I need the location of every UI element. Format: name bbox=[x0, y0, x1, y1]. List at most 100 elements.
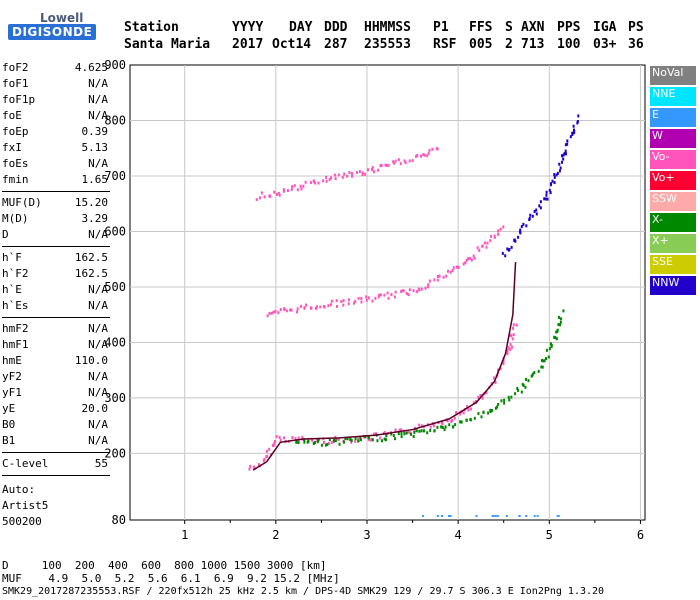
echo-point bbox=[354, 439, 357, 443]
echo-point bbox=[546, 197, 549, 201]
echo-point bbox=[390, 293, 393, 297]
header-label: DAY bbox=[289, 20, 313, 35]
echo-point bbox=[467, 408, 470, 412]
echo-point bbox=[367, 296, 370, 300]
echo-point bbox=[299, 184, 302, 188]
echo-point bbox=[325, 175, 328, 179]
echo-point bbox=[304, 180, 307, 184]
legend-item: X- bbox=[650, 213, 696, 232]
echo-point bbox=[381, 439, 384, 443]
param-row: foE N/A bbox=[2, 108, 108, 124]
echo-point bbox=[257, 463, 260, 467]
param-row: foEs N/A bbox=[2, 156, 108, 172]
noise-point bbox=[440, 515, 443, 517]
legend-item: X+ bbox=[650, 234, 696, 253]
echo-point bbox=[502, 225, 505, 229]
header-label: YYYY bbox=[232, 20, 264, 35]
echo-point bbox=[517, 388, 520, 392]
echo-point bbox=[394, 437, 397, 441]
echo-point bbox=[307, 439, 310, 443]
echo-point bbox=[426, 285, 429, 289]
echo-point bbox=[297, 436, 300, 440]
echo-point bbox=[268, 311, 271, 315]
echo-point bbox=[431, 147, 434, 151]
param-separator bbox=[2, 317, 110, 318]
echo-point bbox=[510, 334, 513, 338]
x-tick-label: 2 bbox=[272, 528, 279, 542]
echo-point bbox=[354, 437, 357, 441]
echo-point bbox=[268, 447, 271, 451]
echo-point bbox=[481, 244, 484, 248]
echo-point bbox=[361, 173, 364, 177]
echo-point bbox=[443, 428, 446, 432]
x-tick-label: 3 bbox=[363, 528, 370, 542]
echo-point bbox=[351, 174, 354, 178]
header-value: Santa Maria bbox=[124, 37, 211, 52]
echo-point bbox=[416, 290, 419, 294]
echo-point bbox=[469, 418, 472, 422]
electron-density-profile bbox=[252, 261, 517, 471]
echo-point bbox=[402, 289, 405, 293]
echo-point bbox=[372, 170, 375, 174]
header-value: 235553 bbox=[364, 37, 411, 52]
echo-point bbox=[560, 160, 563, 164]
echo-point bbox=[400, 428, 403, 432]
echo-point bbox=[509, 347, 512, 351]
param-value: 3.29 bbox=[81, 212, 109, 225]
echo-point bbox=[564, 152, 567, 156]
echo-point bbox=[328, 438, 331, 442]
echo-point bbox=[485, 245, 488, 249]
noise-point bbox=[492, 515, 495, 517]
header-value: RSF bbox=[433, 37, 457, 52]
echo-point bbox=[279, 308, 282, 312]
echo-point bbox=[350, 171, 353, 175]
param-row: foF1p N/A bbox=[2, 92, 108, 108]
echo-point bbox=[508, 248, 511, 252]
noise-point bbox=[556, 515, 559, 517]
echo-point bbox=[323, 305, 326, 309]
param-label: B1 bbox=[2, 434, 16, 447]
echo-point bbox=[291, 185, 294, 189]
echo-point bbox=[263, 195, 266, 199]
echo-point bbox=[460, 420, 463, 424]
echo-point bbox=[510, 345, 513, 349]
noise-point bbox=[449, 515, 452, 517]
echo-point bbox=[357, 437, 360, 441]
param-row: hmF2 N/A bbox=[2, 321, 108, 337]
echo-point bbox=[509, 343, 512, 347]
param-row: hmF1 N/A bbox=[2, 337, 108, 353]
echo-point bbox=[329, 303, 332, 307]
param-row: yF1 N/A bbox=[2, 385, 108, 401]
echo-point bbox=[559, 317, 562, 321]
echo-point bbox=[559, 320, 562, 324]
legend-item: Vo+ bbox=[650, 171, 696, 190]
echo-point bbox=[469, 257, 472, 261]
echo-point bbox=[545, 348, 548, 352]
echo-point bbox=[346, 174, 349, 178]
echo-point bbox=[512, 333, 515, 337]
param-label: foF1 bbox=[2, 77, 29, 90]
header-label: HHMMSS bbox=[364, 20, 411, 35]
echo-point bbox=[338, 437, 341, 441]
param-separator bbox=[2, 475, 110, 476]
header-label: FFS bbox=[469, 20, 493, 35]
echo-point bbox=[436, 425, 439, 429]
echo-point bbox=[483, 241, 486, 245]
plot-frame bbox=[129, 64, 646, 521]
echo-point bbox=[511, 337, 514, 341]
param-separator bbox=[2, 191, 110, 192]
echo-point bbox=[477, 412, 480, 416]
echo-point bbox=[553, 335, 556, 339]
echo-point bbox=[371, 166, 374, 170]
echo-point bbox=[500, 399, 503, 403]
echo-point bbox=[446, 419, 449, 423]
echo-point bbox=[278, 435, 281, 439]
echo-point bbox=[266, 454, 269, 458]
param-row: B0 N/A bbox=[2, 417, 108, 433]
echo-point bbox=[317, 181, 320, 185]
noise-point bbox=[475, 515, 478, 517]
echo-point bbox=[394, 290, 397, 294]
echo-point bbox=[485, 391, 488, 395]
echo-point bbox=[433, 429, 436, 433]
echo-point bbox=[499, 227, 502, 231]
